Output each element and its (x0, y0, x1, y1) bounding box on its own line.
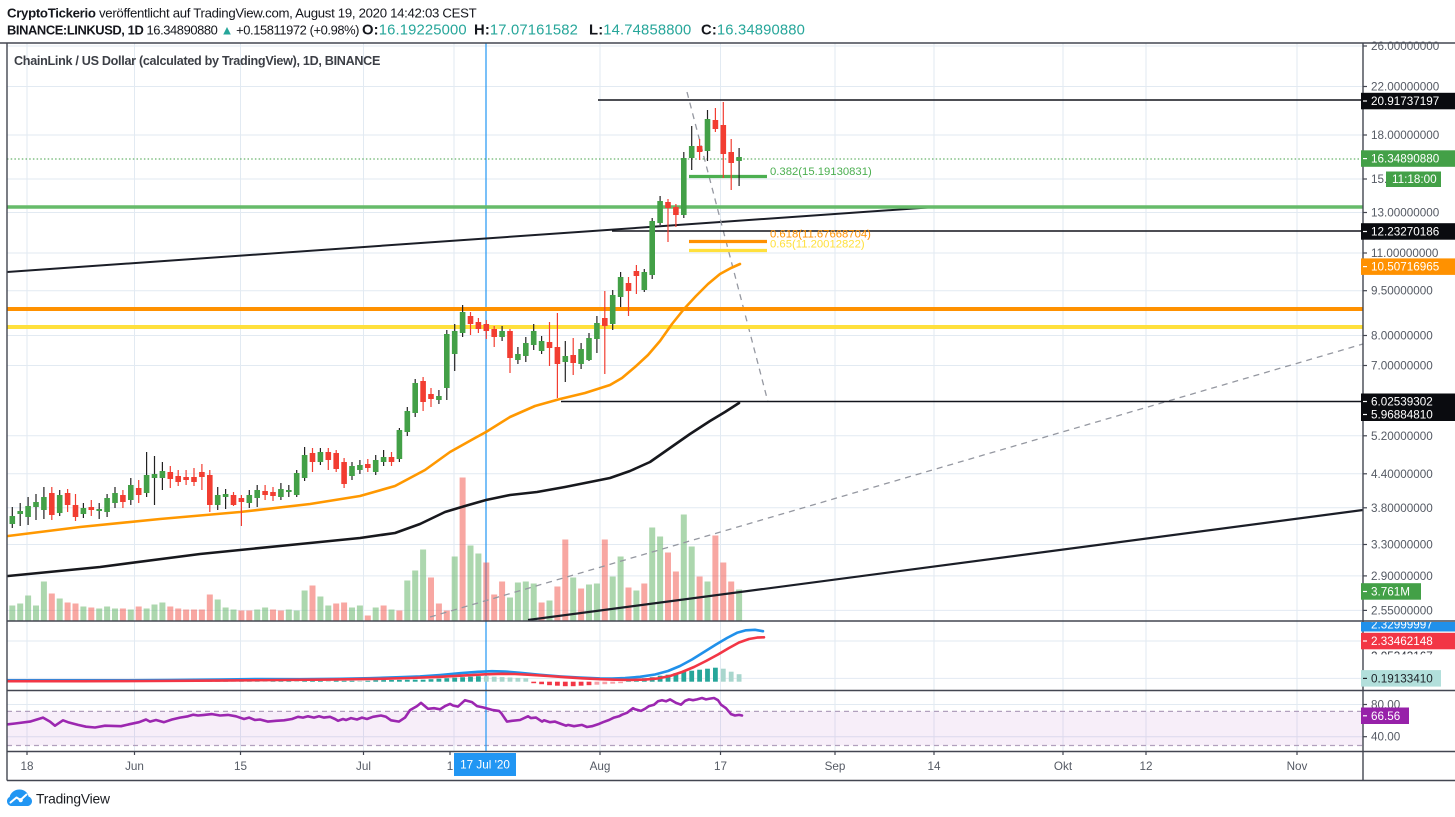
svg-text:18: 18 (20, 760, 33, 773)
svg-text:BINANCE:LINKUSD, 1D 16.3489088: BINANCE:LINKUSD, 1D 16.34890880 ▲ +0.158… (7, 23, 359, 38)
svg-text:H:17.07161582: H:17.07161582 (474, 23, 578, 39)
svg-text:CryptoTickerio veröffentlicht: CryptoTickerio veröffentlicht auf Tradin… (7, 6, 477, 21)
svg-text:8.00000000: 8.00000000 (1371, 330, 1433, 343)
svg-text:17: 17 (714, 760, 727, 773)
svg-text:10.50716965: 10.50716965 (1371, 261, 1440, 274)
svg-text:26.00000000: 26.00000000 (1371, 40, 1440, 53)
svg-text:Sep: Sep (825, 760, 846, 773)
svg-text:2.32999997: 2.32999997 (1371, 619, 1433, 632)
svg-text:12.23270186: 12.23270186 (1371, 226, 1439, 239)
svg-text:O:16.19225000: O:16.19225000 (362, 23, 467, 39)
svg-text:Jul: Jul (356, 760, 371, 773)
svg-text:4.40000000: 4.40000000 (1371, 468, 1433, 481)
svg-text:2.55000000: 2.55000000 (1371, 604, 1433, 617)
svg-text:12: 12 (1139, 760, 1152, 773)
svg-text:40.00: 40.00 (1371, 731, 1401, 744)
svg-text:11:18:00: 11:18:00 (1392, 173, 1437, 186)
svg-text:15: 15 (234, 760, 248, 773)
svg-text:TradingView: TradingView (36, 792, 110, 807)
svg-text:1: 1 (447, 760, 454, 773)
svg-text:15.: 15. (1371, 173, 1387, 186)
svg-text:ChainLink / US Dollar (calcula: ChainLink / US Dollar (calculated by Tra… (14, 54, 380, 68)
svg-text:66.56: 66.56 (1371, 710, 1400, 723)
svg-text:17 Jul '20: 17 Jul '20 (460, 759, 510, 772)
svg-text:3.80000000: 3.80000000 (1371, 502, 1433, 515)
svg-text:5.96884810: 5.96884810 (1371, 409, 1433, 422)
svg-text:0.618(11.67668704): 0.618(11.67668704) (770, 229, 871, 241)
svg-text:18.00000000: 18.00000000 (1371, 129, 1440, 142)
svg-text:C:16.34890880: C:16.34890880 (701, 23, 805, 39)
svg-text:Aug: Aug (590, 760, 611, 773)
svg-text:7.00000000: 7.00000000 (1371, 360, 1433, 373)
svg-text:2.90000000: 2.90000000 (1371, 570, 1433, 583)
svg-text:20.91737197: 20.91737197 (1371, 95, 1439, 108)
svg-text:Jun: Jun (125, 760, 144, 773)
svg-text:14: 14 (927, 760, 941, 773)
svg-text:0.19133410: 0.19133410 (1371, 672, 1433, 685)
svg-text:0.65(11.20012822): 0.65(11.20012822) (770, 239, 865, 251)
svg-text:16.34890880: 16.34890880 (1371, 153, 1440, 166)
svg-text:22.00000000: 22.00000000 (1371, 81, 1440, 94)
svg-text:Okt: Okt (1054, 760, 1073, 773)
svg-text:9.50000000: 9.50000000 (1371, 285, 1433, 298)
svg-text:0.382(15.19130831): 0.382(15.19130831) (770, 166, 872, 178)
svg-text:5.20000000: 5.20000000 (1371, 430, 1433, 443)
svg-text:2.05343167: 2.05343167 (1371, 650, 1433, 663)
svg-text:13.00000000: 13.00000000 (1371, 207, 1440, 220)
svg-text:6.02539302: 6.02539302 (1371, 396, 1433, 409)
svg-text:3.761M: 3.761M (1371, 586, 1410, 599)
svg-text:Nov: Nov (1287, 760, 1308, 773)
svg-text:2.33462148: 2.33462148 (1371, 635, 1433, 648)
svg-text:3.30000000: 3.30000000 (1371, 539, 1433, 552)
svg-text:L:14.74858800: L:14.74858800 (589, 23, 691, 39)
svg-text:11.00000000: 11.00000000 (1371, 247, 1439, 260)
